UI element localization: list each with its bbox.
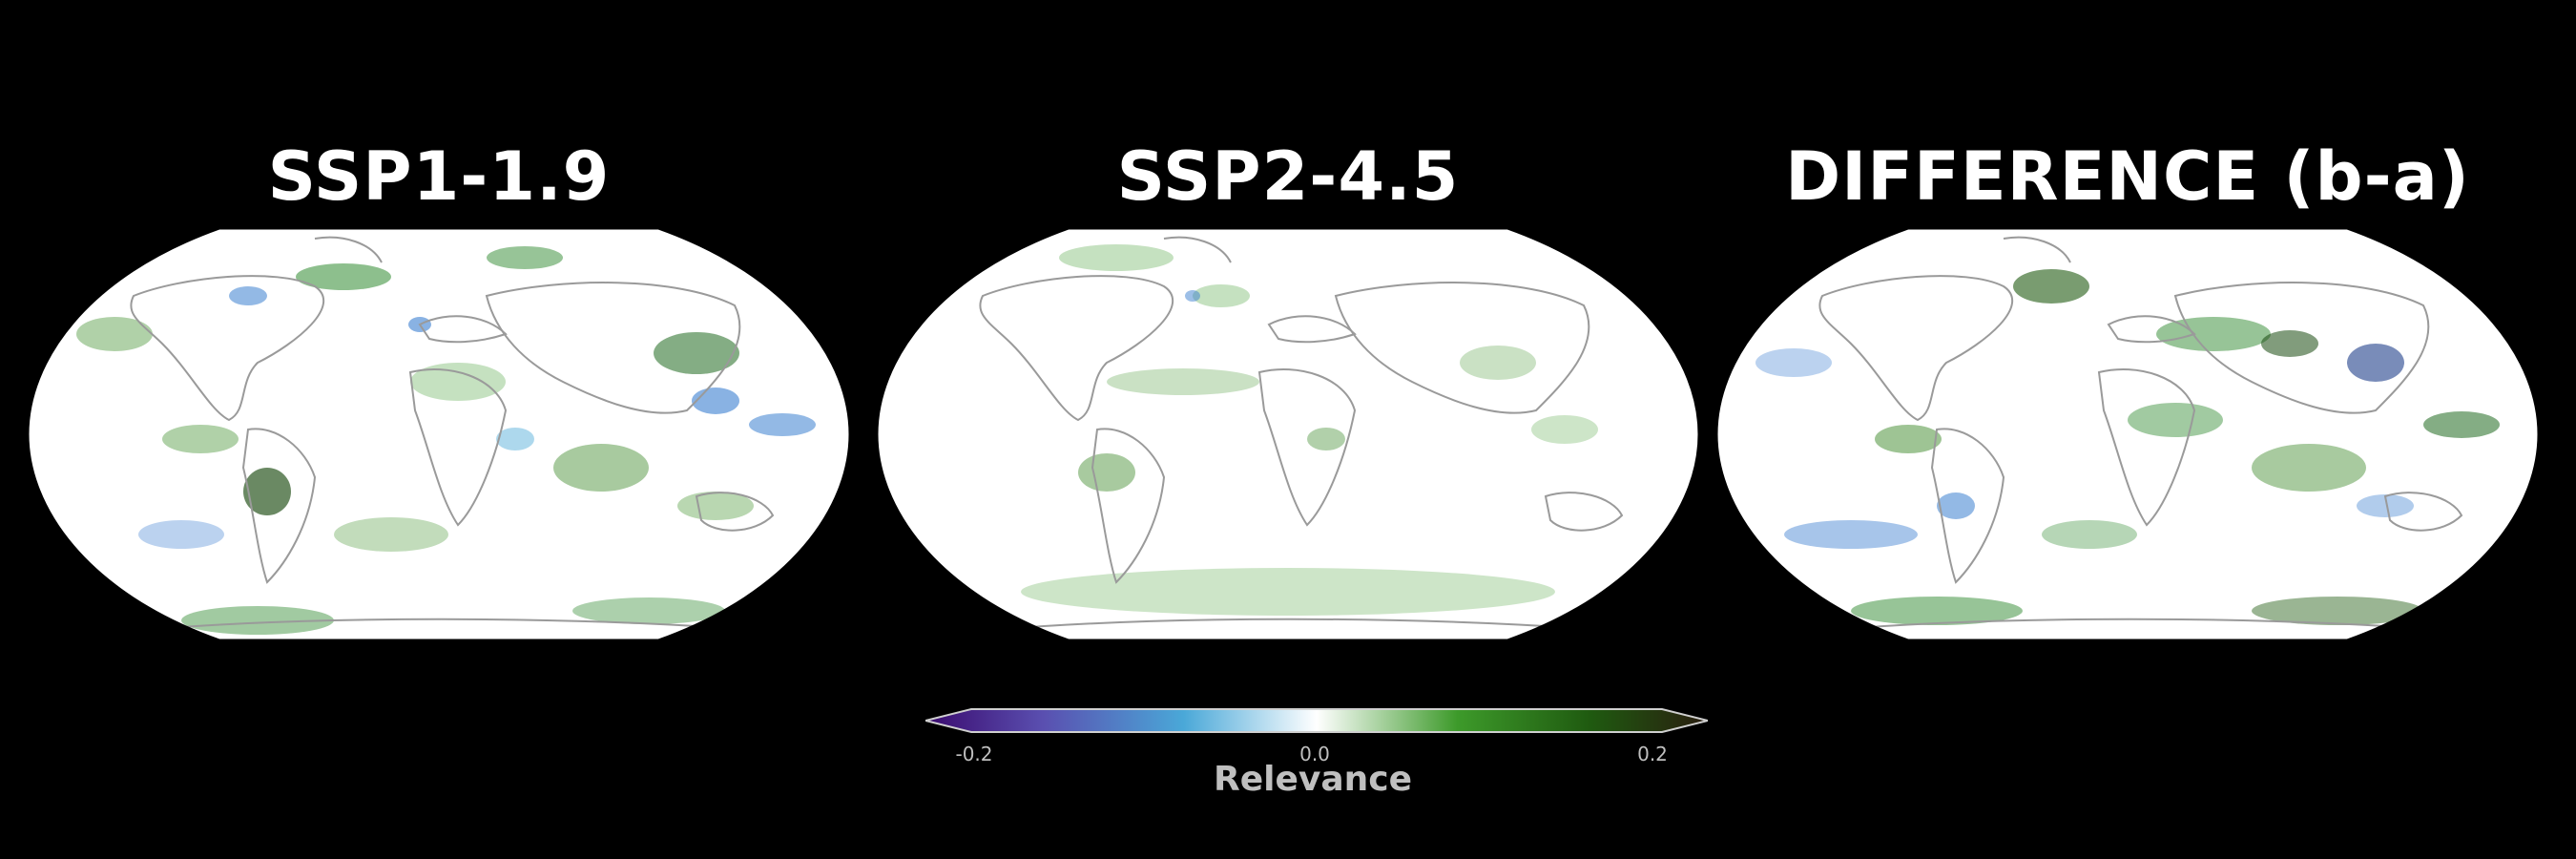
panel-title: SSP2-4.5 (1116, 137, 1460, 216)
panel-ssp1: SSP1-1.9 (29, 0, 849, 859)
colorbar (925, 708, 1708, 733)
coastlines (1818, 236, 2463, 631)
world-map (1717, 228, 2538, 640)
world-map (29, 228, 849, 640)
panel-difference: DIFFERENCE (b-a) (1717, 0, 2538, 859)
relevance-field (1021, 244, 1598, 616)
panel-title: DIFFERENCE (b-a) (1785, 137, 2470, 216)
colorbar-tick-min: -0.2 (955, 743, 993, 765)
coastlines (130, 236, 775, 631)
relevance-field (1755, 269, 2500, 625)
colorbar-tick-mid: 0.0 (1299, 743, 1330, 765)
colorbar-tick-max: 0.2 (1637, 743, 1668, 765)
coastlines (979, 236, 1624, 631)
colorbar-gradient (925, 708, 1708, 733)
world-map (878, 228, 1698, 640)
panel-title: SSP1-1.9 (267, 137, 611, 216)
colorbar-label: Relevance (1213, 760, 1413, 799)
panel-ssp2: SSP2-4.5 (878, 0, 1698, 859)
